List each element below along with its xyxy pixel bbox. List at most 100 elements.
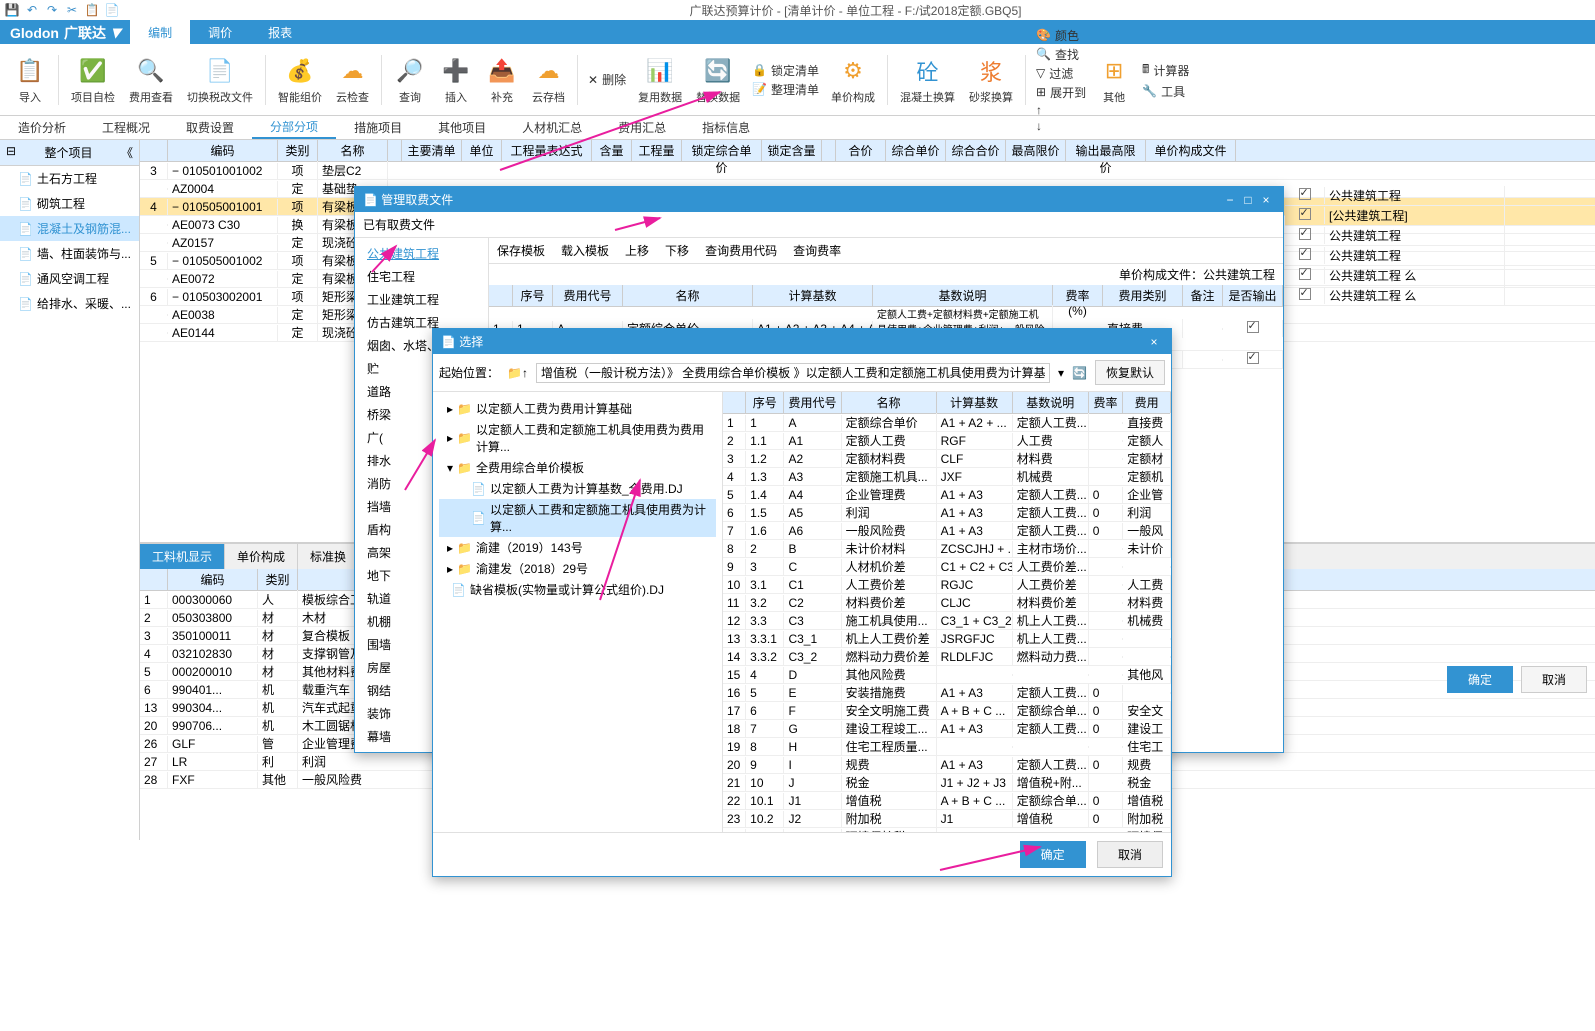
undo-icon[interactable]: ↶ <box>24 2 40 18</box>
ribbon-切换税改文件[interactable]: 📄切换税改文件 <box>181 50 259 110</box>
ribbon-small-[interactable]: ↑ <box>1036 103 1086 117</box>
tree-node[interactable]: ▸📁渝建发（2018）29号 <box>439 558 716 579</box>
grid-row[interactable]: 198H住宅工程质量...住宅工 <box>723 738 1171 756</box>
ribbon-small-颜色[interactable]: 🎨颜色 <box>1036 27 1086 44</box>
grid-row[interactable]: 103.1C1人工费价差RGJC人工费价差人工费 <box>723 576 1171 594</box>
col-header[interactable]: 类别 <box>278 140 318 161</box>
tree-node[interactable]: ▸📁以定额人工费和定额施工机具使用费为费用计算... <box>439 419 716 457</box>
col-header[interactable] <box>388 140 402 161</box>
grid-row[interactable]: 21.1A1定额人工费RGF人工费定额人 <box>723 432 1171 450</box>
col-header[interactable]: 输出最高限价 <box>1066 140 1146 161</box>
ribbon-small-展开到[interactable]: ⊞展开到 <box>1036 84 1086 101</box>
grid-row[interactable]: 82B未计价材料ZCSCJHJ + ...主材市场价...未计价 <box>723 540 1171 558</box>
save-icon[interactable]: 💾 <box>4 2 20 18</box>
grid-row[interactable]: 41.3A3定额施工机具...JXF机械费定额机 <box>723 468 1171 486</box>
ribbon-复用数据[interactable]: 📊复用数据 <box>632 50 688 110</box>
col-header[interactable]: 锁定综合单价 <box>682 140 762 161</box>
toolbar-item[interactable]: 下移 <box>665 242 689 259</box>
tab-adjust[interactable]: 调价 <box>190 20 250 44</box>
ribbon-智能组价[interactable]: 💰智能组价 <box>272 50 328 110</box>
tree-item[interactable]: 📄墙、柱面装饰与... <box>0 241 139 266</box>
col-header[interactable]: 最高限价 <box>1006 140 1066 161</box>
col-header[interactable]: 综合单价 <box>886 140 946 161</box>
ok-button[interactable]: 确定 <box>1020 841 1086 868</box>
right-row[interactable]: 公共建筑工程 么 <box>1285 266 1595 286</box>
col-header[interactable]: 综合合价 <box>946 140 1006 161</box>
subtab-2[interactable]: 取费设置 <box>168 116 252 139</box>
tree-item[interactable]: 📄给排水、采暖、... <box>0 291 139 316</box>
col-header[interactable]: 单价构成文件 <box>1146 140 1236 161</box>
toolbar-item[interactable]: 保存模板 <box>497 242 545 259</box>
cancel-button[interactable]: 取消 <box>1097 841 1163 868</box>
ribbon-项目自检[interactable]: ✅项目自检 <box>65 50 121 110</box>
refresh-icon[interactable]: 🔄 <box>1072 366 1087 380</box>
copy-icon[interactable]: 📋 <box>84 2 100 18</box>
tree-item[interactable]: 📄通风空调工程 <box>0 266 139 291</box>
ribbon-small-整理清单[interactable]: 📝整理清单 <box>752 81 819 98</box>
tree-node[interactable]: ▸📁渝建（2019）143号 <box>439 537 716 558</box>
grid-row[interactable]: 143.3.2C3_2燃料动力费价差RLDLFJC燃料动力费... <box>723 648 1171 666</box>
subtab-0[interactable]: 造价分析 <box>0 116 84 139</box>
col-header[interactable]: 工程量 <box>632 140 682 161</box>
toolbar-item[interactable]: 载入模板 <box>561 242 609 259</box>
subtab-6[interactable]: 人材机汇总 <box>504 116 600 139</box>
grid-row[interactable]: 154D其他风险费其他风 <box>723 666 1171 684</box>
grid-row[interactable]: 93C人材机价差C1 + C2 + C3人工费价差... <box>723 558 1171 576</box>
grid-row[interactable]: 51.4A4企业管理费A1 + A3定额人工费...0企业管 <box>723 486 1171 504</box>
tree-node[interactable]: ▸📁以定额人工费为费用计算基础 <box>439 398 716 419</box>
col-header[interactable]: 名称 <box>318 140 388 161</box>
close-icon[interactable]: × <box>1145 335 1163 349</box>
grid-row[interactable]: 2310.2J2附加税J1增值税0附加税 <box>723 810 1171 828</box>
ribbon-small-计算器[interactable]: 🖩计算器 <box>1142 60 1189 81</box>
path-input[interactable] <box>536 363 1050 383</box>
col-header[interactable] <box>140 140 168 161</box>
grid-row[interactable]: 2410.3J3环境保护税环境保 <box>723 828 1171 832</box>
expand-icon[interactable]: ⊟ <box>6 144 16 161</box>
cut-icon[interactable]: ✂ <box>64 2 80 18</box>
grid-row[interactable]: 61.5A5利润A1 + A3定额人工费...0利润 <box>723 504 1171 522</box>
tab-report[interactable]: 报表 <box>250 20 310 44</box>
grid-row[interactable]: 113.2C2材料费价差CLJC材料费价差材料费 <box>723 594 1171 612</box>
col-header[interactable]: 类别 <box>258 569 298 590</box>
ribbon-费用查看[interactable]: 🔍费用查看 <box>123 50 179 110</box>
ribbon-small-删除[interactable]: ✕删除 <box>588 71 626 88</box>
fee-type-item[interactable]: 公共建筑工程 <box>359 242 484 265</box>
col-header[interactable]: 合价 <box>836 140 886 161</box>
fee-type-item[interactable]: 工业建筑工程 <box>359 288 484 311</box>
ribbon-其他[interactable]: ⊞其他 <box>1092 50 1136 110</box>
lower-tab-materials[interactable]: 工料机显示 <box>140 544 225 569</box>
ribbon-查询[interactable]: 🔎查询 <box>388 50 432 110</box>
fee-type-item[interactable]: 住宅工程 <box>359 265 484 288</box>
paste-icon[interactable]: 📄 <box>104 2 120 18</box>
right-row[interactable]: 公共建筑工程 <box>1285 246 1595 266</box>
ribbon-small-查找[interactable]: 🔍查找 <box>1036 46 1086 63</box>
grid-row[interactable]: 2210.1J1增值税A + B + C ...定额综合单...0增值税 <box>723 792 1171 810</box>
tree-item[interactable]: 📄土石方工程 <box>0 166 139 191</box>
ribbon-替换数据[interactable]: 🔄替换数据 <box>690 50 746 110</box>
cancel-button-extra[interactable]: 取消 <box>1521 666 1587 693</box>
col-header[interactable]: 含量 <box>592 140 632 161</box>
restore-button[interactable]: 恢复默认 <box>1095 360 1165 385</box>
grid-row[interactable]: 176F安全文明施工费A + B + C ...定额综合单...0安全文 <box>723 702 1171 720</box>
col-header[interactable] <box>140 569 168 590</box>
ribbon-导入[interactable]: 📋导入 <box>8 50 52 110</box>
chevron-icon[interactable]: 《 <box>121 144 133 161</box>
right-row[interactable]: 公共建筑工程 <box>1285 186 1595 206</box>
ribbon-small-[interactable]: ↓ <box>1036 119 1086 133</box>
col-header[interactable]: 单位 <box>462 140 502 161</box>
grid-row[interactable]: 133.3.1C3_1机上人工费价差JSRGFJC机上人工费... <box>723 630 1171 648</box>
subtab-3[interactable]: 分部分项 <box>252 116 336 139</box>
dialog-titlebar[interactable]: 📄 管理取费文件 −□× <box>355 187 1283 212</box>
right-row[interactable]: 公共建筑工程 <box>1285 226 1595 246</box>
ribbon-单价构成[interactable]: ⚙单价构成 <box>825 50 881 110</box>
tree-item[interactable]: 📄砌筑工程 <box>0 191 139 216</box>
subtab-1[interactable]: 工程概况 <box>84 116 168 139</box>
ok-button-extra[interactable]: 确定 <box>1447 666 1513 693</box>
lower-tab-standard[interactable]: 标准换 <box>298 544 359 569</box>
grid-row[interactable]: 187G建设工程竣工...A1 + A3定额人工费...0建设工 <box>723 720 1171 738</box>
grid-row[interactable]: 165E安装措施费A1 + A3定额人工费...0 <box>723 684 1171 702</box>
tree-item[interactable]: 📄混凝土及钢筋混... <box>0 216 139 241</box>
minimize-icon[interactable]: − <box>1221 193 1239 207</box>
ribbon-混凝土换算[interactable]: 砼混凝土换算 <box>894 50 961 110</box>
subtab-5[interactable]: 其他项目 <box>420 116 504 139</box>
